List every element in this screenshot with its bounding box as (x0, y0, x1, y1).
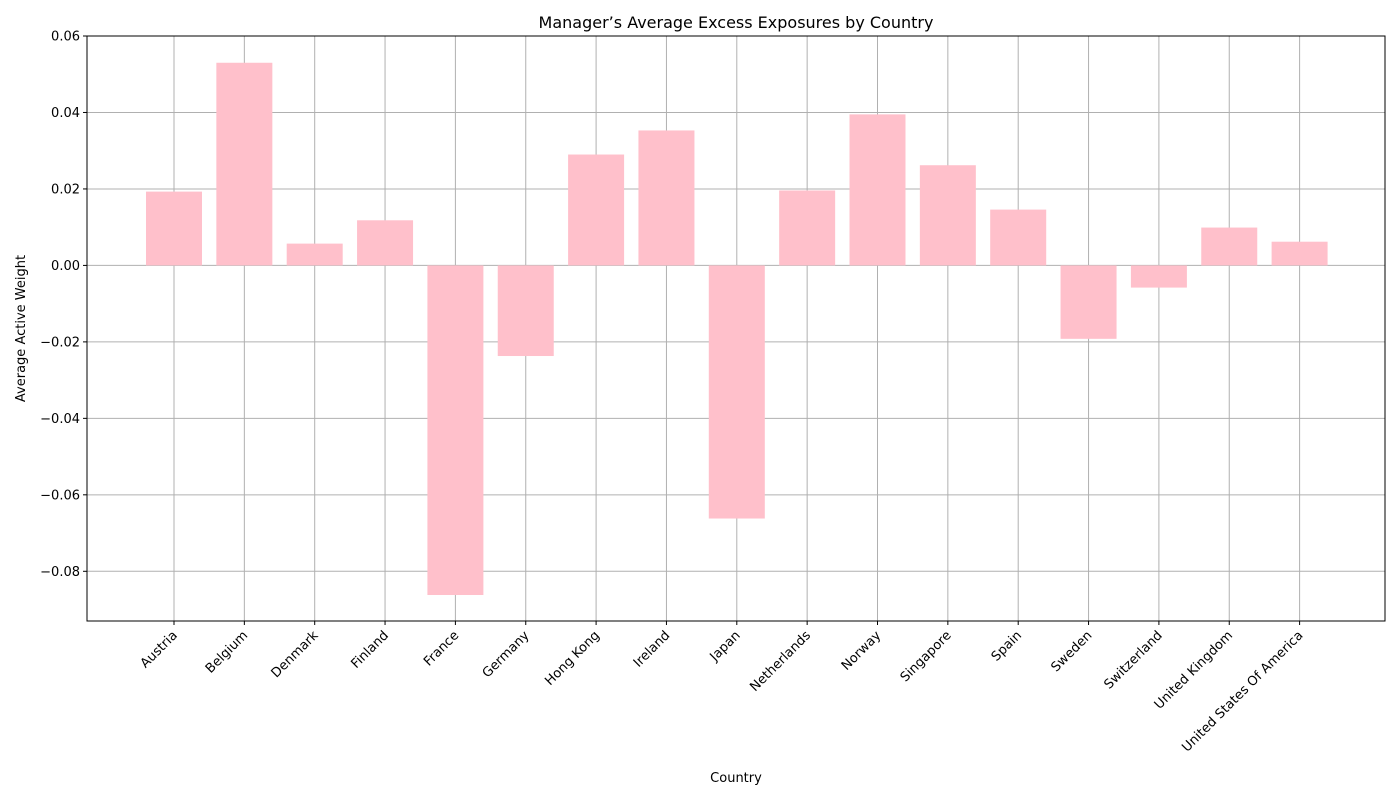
bar (146, 191, 202, 266)
bar (849, 114, 906, 266)
bar (216, 62, 273, 266)
bar (497, 265, 554, 357)
bar (357, 220, 414, 266)
y-tick-label: −0.04 (40, 412, 80, 427)
bar (919, 165, 976, 266)
bar (1271, 241, 1328, 266)
bars (146, 62, 1328, 595)
bar (638, 130, 695, 266)
bar (1201, 227, 1258, 266)
y-tick-label: 0.04 (51, 106, 80, 121)
y-tick-label: 0.00 (51, 259, 80, 274)
plot-frame (86, 35, 1386, 622)
y-tick-label: 0.02 (51, 182, 80, 197)
bar (990, 209, 1047, 266)
bar (779, 190, 836, 266)
y-tick-label: −0.08 (40, 565, 80, 580)
bar (708, 265, 765, 519)
y-axis-label: Average Active Weight (14, 255, 29, 402)
y-tick-label: −0.02 (40, 335, 80, 350)
bar (1130, 265, 1187, 288)
chart-title: Manager’s Average Excess Exposures by Co… (539, 13, 934, 32)
bar (1060, 265, 1117, 339)
y-tick-label: 0.06 (51, 30, 80, 45)
x-axis-label: Country (710, 771, 762, 786)
y-tick-label: −0.06 (40, 488, 80, 503)
bar (286, 243, 343, 266)
bar (427, 265, 484, 595)
bar (568, 154, 625, 266)
